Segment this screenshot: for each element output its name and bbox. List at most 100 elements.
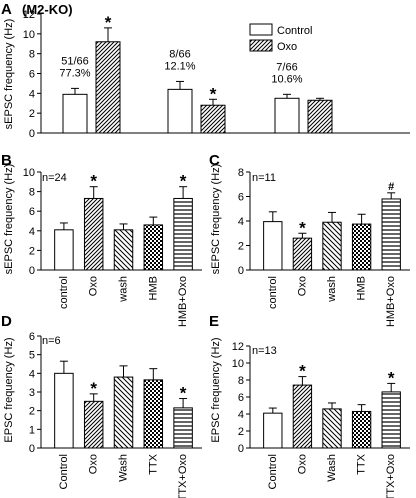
x-tick-label: Control <box>267 454 279 489</box>
y-tick-label: 6 <box>238 392 244 404</box>
y-tick-label: 4 <box>238 409 244 421</box>
panel-c-n-label: n=11 <box>252 172 276 184</box>
y-tick-label: 8 <box>238 375 244 387</box>
x-tick-label: Oxo <box>88 454 100 474</box>
x-tick-label: Control <box>58 454 70 489</box>
significance-mark: * <box>299 218 306 237</box>
bar <box>307 99 333 134</box>
y-tick-label: 6 <box>238 192 244 204</box>
panel-d: EPSC frequency (Hz) n=6 0 1 2 3 4 5 6 Control * O… <box>3 331 202 498</box>
y-tick-label: 8 <box>29 49 35 61</box>
panel-a: (M2-KO) sEPSC frequency (Hz) 0 2 4 6 8 10 12 * 5… <box>3 2 410 140</box>
x-tick-label: wash <box>118 276 130 303</box>
y-tick-label: 10 <box>23 167 35 179</box>
y-tick-label: 0 <box>29 128 35 140</box>
y-tick-label: 4 <box>238 216 244 228</box>
panel-a-ylabel: sEPSC frequency (Hz) <box>3 19 15 130</box>
bar <box>95 41 121 134</box>
significance-mark: * <box>90 172 97 191</box>
x-tick-label: TTX <box>356 453 368 474</box>
y-tick-label: 0 <box>29 265 35 277</box>
significance-mark: * <box>180 172 187 191</box>
panel-d-ylabel: EPSC frequency (Hz) <box>3 337 15 442</box>
x-tick-label: HMB <box>356 276 368 300</box>
significance-mark: * <box>299 362 306 381</box>
x-tick-label: Wash <box>326 454 338 482</box>
y-tick-label: 1 <box>29 424 35 436</box>
group-annotation: 8/66 <box>169 48 190 60</box>
y-tick-label: 12 <box>23 9 35 21</box>
bar <box>351 410 372 449</box>
legend-swatch-control <box>249 23 273 36</box>
bar <box>173 407 193 449</box>
panel-c: sEPSC frequency (Hz) n=11 0 2 4 6 8 control * O… <box>210 164 410 327</box>
bar <box>54 372 74 449</box>
panel-letter-a: A <box>1 1 12 18</box>
x-tick-label: TTX <box>147 453 159 474</box>
bar <box>292 237 313 271</box>
y-tick-label: 8 <box>29 187 35 199</box>
bar <box>113 229 134 271</box>
panel-d-n-label: n=6 <box>42 335 61 347</box>
x-tick-label: HMB+Oxo <box>385 276 397 327</box>
panel-e-ylabel: EPSC frequency (Hz) <box>210 337 222 442</box>
group-annotation: 12.1% <box>164 60 195 72</box>
panel-c-ylabel: sEPSC frequency (Hz) <box>210 164 222 275</box>
y-tick-label: 2 <box>238 241 244 253</box>
panel-letter-c: C <box>209 152 220 169</box>
panel-b: sEPSC frequency (Hz) n=24 0 2 4 6 8 10 control… <box>3 164 202 327</box>
significance-mark: # <box>388 181 394 193</box>
panel-e-n-label: n=13 <box>252 345 277 357</box>
bar <box>351 223 372 271</box>
bar <box>83 400 104 449</box>
y-tick-label: 2 <box>29 245 35 257</box>
bar <box>143 224 164 271</box>
bar <box>263 412 283 449</box>
x-tick-label: control <box>267 276 279 309</box>
panel-letter-e: E <box>209 313 219 330</box>
panel-letter-b: B <box>1 152 12 169</box>
significance-mark: * <box>90 379 97 398</box>
y-tick-label: 2 <box>238 426 244 438</box>
y-tick-label: 2 <box>29 406 35 418</box>
y-tick-label: 6 <box>29 69 35 81</box>
y-tick-label: 2 <box>29 108 35 120</box>
x-tick-label: Wash <box>118 454 130 482</box>
bar <box>62 93 88 134</box>
y-tick-label: 12 <box>232 341 244 353</box>
bar <box>381 391 401 449</box>
y-tick-label: 4 <box>29 88 35 100</box>
group-annotation: 7/66 <box>276 61 297 73</box>
bar <box>83 197 104 271</box>
y-tick-label: 0 <box>29 443 35 455</box>
bar <box>322 408 342 449</box>
panel-b-ylabel: sEPSC frequency (Hz) <box>3 164 15 275</box>
x-tick-label: HMB <box>147 276 159 300</box>
panel-a-title: (M2-KO) <box>22 2 73 17</box>
y-tick-label: 3 <box>29 387 35 399</box>
panel-e: EPSC frequency (Hz) n=13 0 2 4 6 8 10 12 Contro… <box>210 337 410 498</box>
bar <box>143 379 164 449</box>
bar <box>200 104 226 134</box>
bar <box>167 88 193 134</box>
panel-letter-d: D <box>1 313 12 330</box>
legend-label-oxo: Oxo <box>277 41 297 53</box>
panel-b-n-label: n=24 <box>42 172 67 184</box>
group-annotation: 51/66 <box>61 55 89 67</box>
bar <box>113 376 134 449</box>
y-tick-label: 0 <box>238 443 244 455</box>
significance-mark: * <box>388 368 395 387</box>
y-tick-label: 4 <box>29 226 35 238</box>
x-tick-label: Oxo <box>296 454 308 474</box>
x-tick-label: control <box>58 276 70 309</box>
x-tick-label: TTX+Oxo <box>177 454 189 498</box>
legend-swatch-oxo <box>249 39 273 52</box>
bar <box>54 229 74 271</box>
y-tick-label: 6 <box>29 206 35 218</box>
y-tick-label: 10 <box>23 29 35 41</box>
legend-label-control: Control <box>277 25 312 37</box>
significance-mark: * <box>210 84 217 103</box>
bar <box>292 384 313 449</box>
bar <box>173 197 193 271</box>
